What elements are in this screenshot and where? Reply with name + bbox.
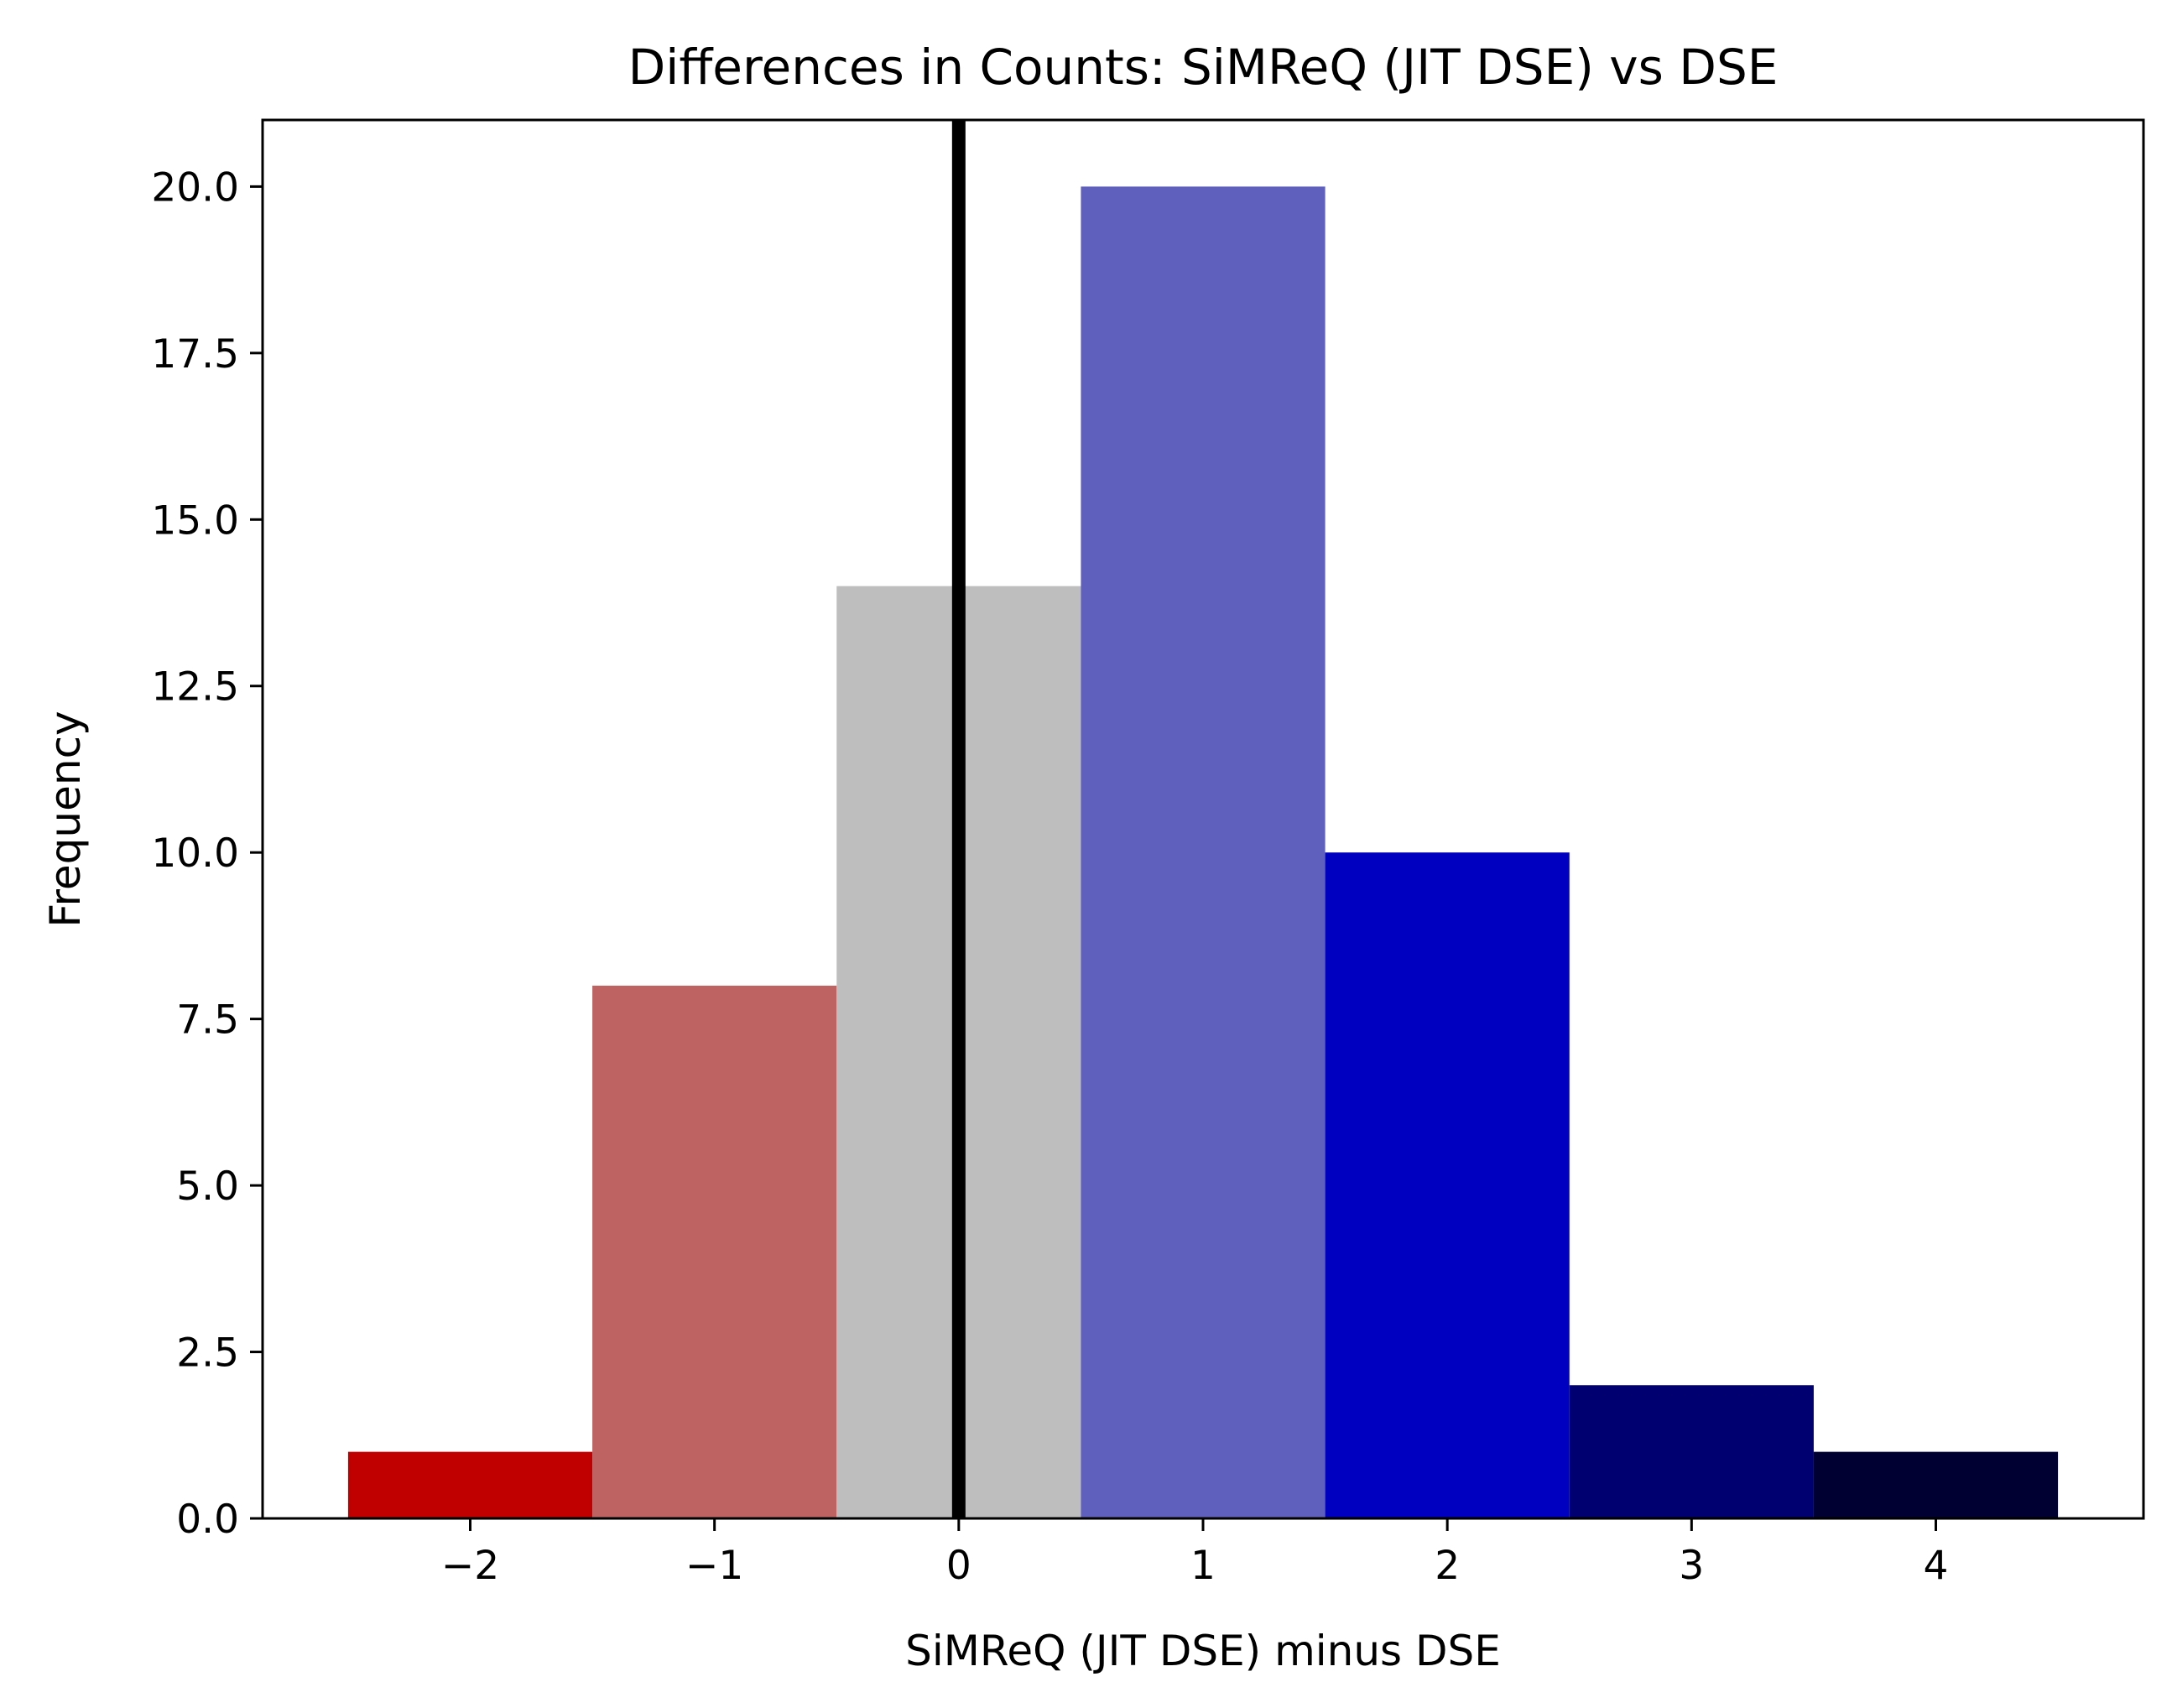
histogram-bar — [347, 1451, 593, 1518]
y-tick-label: 2.5 — [176, 1330, 239, 1377]
y-tick-label: 0.0 — [176, 1497, 239, 1543]
y-tick-label: 5.0 — [176, 1164, 239, 1210]
chart-title: Differences in Counts: SiMReQ (JIT DSE) … — [628, 39, 1779, 96]
y-tick-label: 12.5 — [151, 664, 239, 711]
y-tick-label: 10.0 — [151, 831, 239, 877]
y-tick-label: 15.0 — [151, 497, 239, 544]
x-tick-label: 2 — [1435, 1543, 1460, 1589]
x-axis-ticks: −2 −1 0 1 2 3 4 — [441, 1518, 1949, 1589]
y-tick-label: 7.5 — [176, 997, 239, 1044]
y-axis-ticks: 0.0 2.5 5.0 7.5 10.0 12.5 15.0 17.5 20.0 — [151, 164, 263, 1543]
histogram-bar — [592, 985, 837, 1518]
y-axis-label: Frequency — [41, 711, 90, 927]
y-tick-label: 17.5 — [151, 331, 239, 378]
x-tick-label: 1 — [1190, 1543, 1216, 1589]
x-tick-label: 0 — [946, 1543, 971, 1589]
histogram-bar — [1325, 852, 1570, 1518]
x-tick-label: 3 — [1679, 1543, 1704, 1589]
y-tick-label: 20.0 — [151, 164, 239, 211]
x-tick-label: 4 — [1924, 1543, 1949, 1589]
histogram-bar — [1081, 186, 1326, 1518]
x-axis-label: SiMReQ (JIT DSE) minus DSE — [905, 1627, 1501, 1675]
histogram-bar — [1569, 1385, 1814, 1518]
x-tick-label: −2 — [441, 1543, 499, 1589]
x-tick-label: −1 — [685, 1543, 743, 1589]
histogram-bar — [1813, 1451, 2059, 1518]
